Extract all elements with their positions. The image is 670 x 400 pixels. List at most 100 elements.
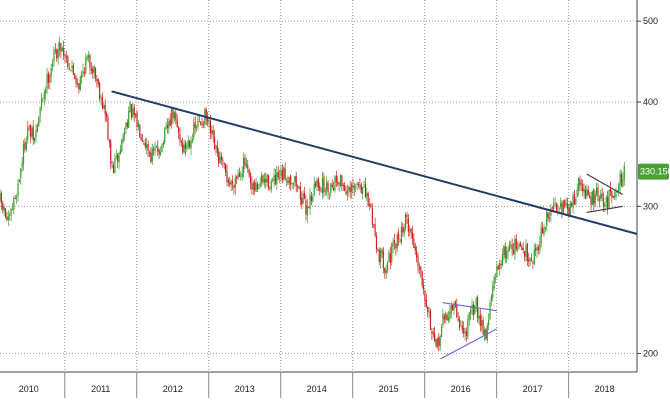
- candle-body: [507, 249, 509, 253]
- candle-body: [346, 191, 349, 194]
- candle-body: [568, 207, 570, 215]
- candlestick: [285, 177, 288, 187]
- candle-body: [467, 319, 469, 337]
- candle-body: [557, 207, 559, 209]
- candle-body: [411, 232, 414, 240]
- candlestick: [18, 179, 20, 183]
- candle-body: [576, 189, 578, 198]
- candle-body: [409, 229, 411, 232]
- candlestick: [200, 121, 202, 126]
- candlestick: [447, 311, 450, 324]
- candlestick: [126, 119, 128, 129]
- candlestick: [470, 305, 472, 321]
- candle-body: [28, 126, 30, 127]
- candlestick: [0, 190, 2, 210]
- candle-body: [620, 174, 623, 186]
- candlestick: [177, 125, 180, 140]
- candlestick: [263, 172, 265, 188]
- candle-body: [406, 214, 408, 218]
- candle-body: [45, 89, 47, 94]
- candlestick: [413, 233, 415, 249]
- candle-body: [189, 140, 191, 148]
- candle-body: [583, 188, 585, 193]
- candlestick: [186, 141, 188, 152]
- candle-body: [208, 121, 210, 123]
- candle-body: [27, 127, 29, 140]
- candlestick: [162, 140, 164, 148]
- candlestick: [267, 174, 270, 191]
- candle-body: [330, 183, 332, 193]
- candle-body: [270, 181, 272, 190]
- candlestick: [226, 164, 228, 187]
- candlestick: [434, 326, 436, 343]
- candle-body: [140, 137, 142, 141]
- candle-body: [248, 169, 250, 176]
- candlestick: [385, 264, 387, 279]
- candlestick: [508, 240, 510, 252]
- candle-body: [571, 203, 573, 206]
- candle-body: [511, 244, 513, 250]
- candlestick: [69, 69, 72, 72]
- candlestick: [173, 111, 176, 122]
- candle-body: [536, 247, 538, 252]
- candle-body: [486, 325, 488, 341]
- candlestick: [110, 139, 112, 170]
- candle-body: [595, 188, 598, 195]
- candlestick: [443, 313, 445, 324]
- candle-body: [205, 109, 207, 120]
- candle-body: [521, 246, 523, 251]
- candle-body: [452, 304, 454, 311]
- candle-body: [93, 65, 95, 73]
- candlestick: [620, 170, 623, 188]
- candle-body: [99, 82, 101, 99]
- candle-body: [38, 117, 40, 126]
- candle-body: [20, 168, 22, 179]
- candlestick: [227, 177, 229, 187]
- candle-body: [337, 181, 339, 184]
- candlestick: [122, 132, 124, 144]
- candlestick: [317, 177, 319, 191]
- candlestick: [507, 246, 509, 260]
- candle-body: [105, 113, 108, 118]
- candle-body: [172, 108, 174, 119]
- candlestick: [172, 107, 174, 124]
- candle-body: [472, 304, 474, 316]
- candlestick: [360, 182, 362, 194]
- candle-body: [366, 192, 368, 197]
- candle-body: [104, 105, 106, 115]
- candlestick: [370, 202, 372, 209]
- candle-body: [410, 228, 412, 233]
- candlestick: [416, 245, 418, 263]
- candle-body: [103, 104, 105, 109]
- candle-body: [165, 126, 167, 129]
- candle-body: [241, 173, 243, 177]
- candlestick: [312, 194, 314, 203]
- y-tick-label: 300: [643, 201, 658, 211]
- candlestick: [273, 168, 275, 188]
- candlestick: [428, 306, 430, 319]
- candle-body: [504, 246, 506, 259]
- candlestick: [288, 176, 290, 190]
- candlestick: [464, 327, 466, 341]
- candle-body: [69, 69, 72, 71]
- candle-body: [392, 241, 394, 247]
- candlestick: [108, 138, 110, 148]
- candlestick: [31, 125, 33, 139]
- candle-body: [558, 207, 560, 209]
- candle-body: [207, 118, 209, 122]
- candlestick: [324, 187, 326, 196]
- candlestick: [605, 195, 607, 208]
- candlestick: [125, 122, 127, 134]
- candlestick: [418, 263, 421, 275]
- candlestick: [597, 183, 599, 202]
- candle-body: [479, 314, 481, 326]
- candlestick: [612, 195, 614, 199]
- x-tick-label: 2011: [91, 384, 110, 394]
- candlestick: [148, 150, 151, 158]
- candle-body: [220, 156, 223, 161]
- candle-body: [197, 120, 199, 128]
- candlestick: [28, 124, 30, 131]
- candlestick: [89, 53, 91, 75]
- candlestick: [611, 189, 613, 204]
- candle-body: [384, 267, 386, 273]
